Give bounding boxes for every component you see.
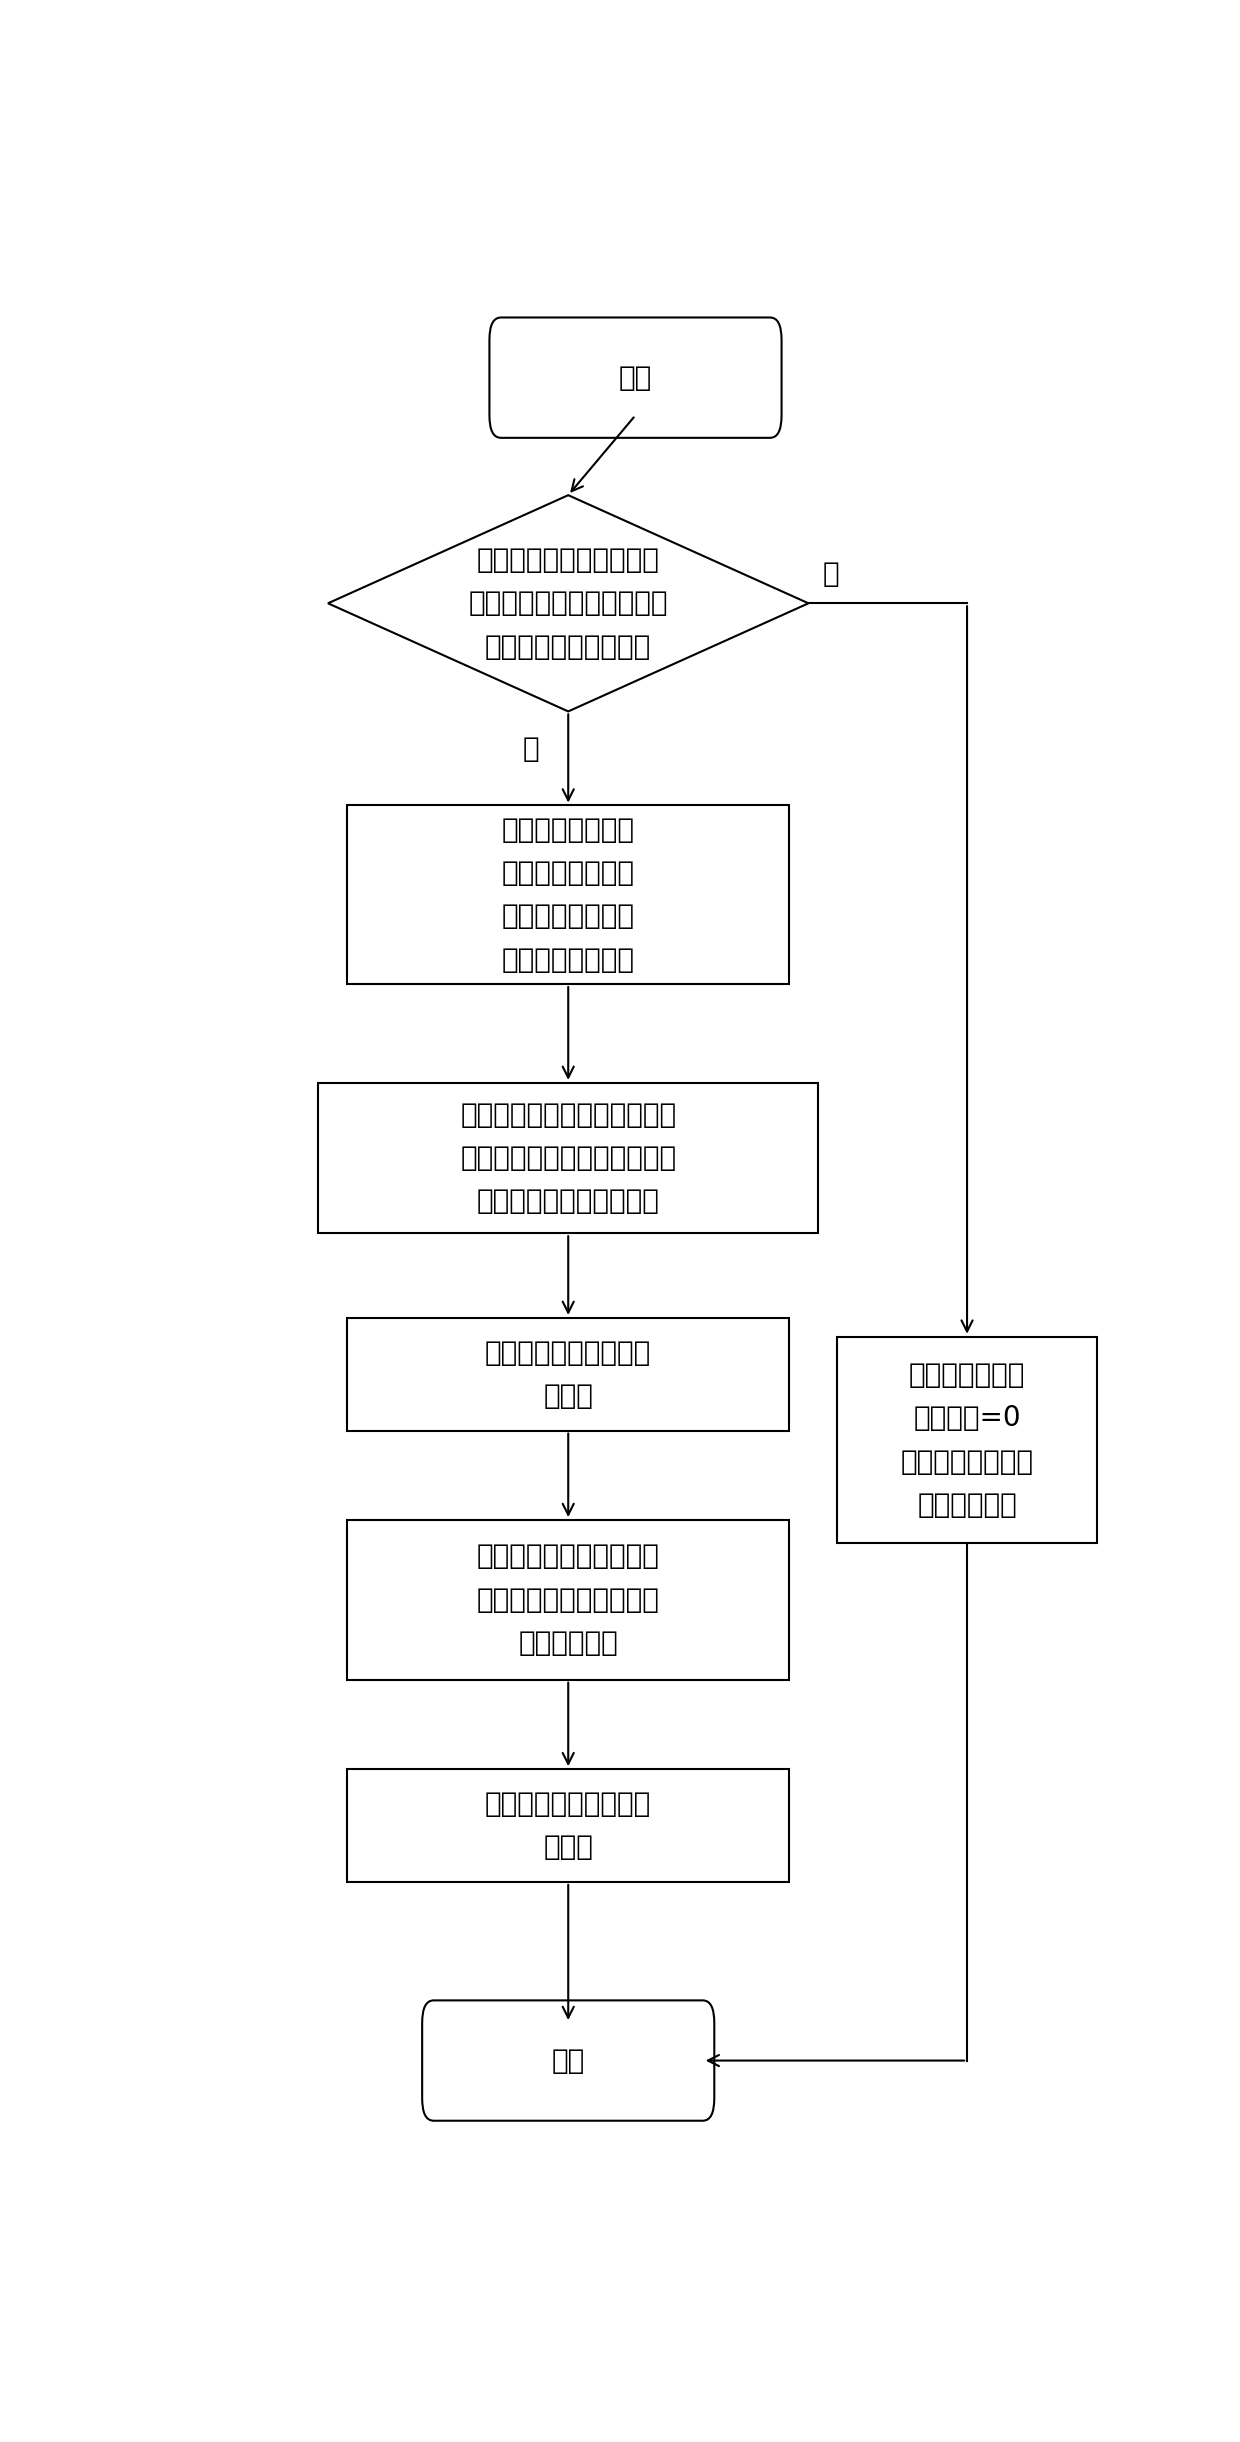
Bar <box>347 1768 789 1883</box>
Polygon shape <box>327 496 808 711</box>
FancyBboxPatch shape <box>422 2000 714 2120</box>
Text: 是: 是 <box>523 735 539 762</box>
Text: 关闭粗轧宽展学习值存
储文件: 关闭粗轧宽展学习值存 储文件 <box>485 1790 651 1861</box>
Bar <box>319 1082 818 1233</box>
Text: 打开粗轧宽展学习值存
储文件: 打开粗轧宽展学习值存 储文件 <box>485 1338 651 1409</box>
Text: 新的粗轧宽展学习值、钢
种、成品宽度、入口厚度、
宽度压下量等信息正确: 新的粗轧宽展学习值、钢 种、成品宽度、入口厚度、 宽度压下量等信息正确 <box>469 547 668 662</box>
Text: 粗轧宽展学习值
更新标志=0
（表示更新失败）
输出错误报警: 粗轧宽展学习值 更新标志=0 （表示更新失败） 输出错误报警 <box>900 1360 1034 1519</box>
FancyBboxPatch shape <box>490 317 781 437</box>
Text: 将新的粗轧宽展学习值保
存至粗轧宽展学习值文件
相应的记录中: 将新的粗轧宽展学习值保 存至粗轧宽展学习值文件 相应的记录中 <box>477 1543 660 1658</box>
Bar <box>347 806 789 984</box>
Text: 开始: 开始 <box>619 364 652 391</box>
Bar <box>837 1336 1096 1543</box>
Text: 根据已计算的各项分类索引号
及粗轧机确定待分类读取的粗
轧宽展学习值文件记录号: 根据已计算的各项分类索引号 及粗轧机确定待分类读取的粗 轧宽展学习值文件记录号 <box>460 1101 676 1216</box>
Text: 否: 否 <box>823 559 839 589</box>
Bar <box>347 1519 789 1680</box>
Bar <box>347 1319 789 1431</box>
Text: 计算钢种索引号、
成品宽度索引号、
入口厚度索引号、
宽度压下量索引号: 计算钢种索引号、 成品宽度索引号、 入口厚度索引号、 宽度压下量索引号 <box>502 816 635 974</box>
Text: 结束: 结束 <box>552 2046 585 2076</box>
